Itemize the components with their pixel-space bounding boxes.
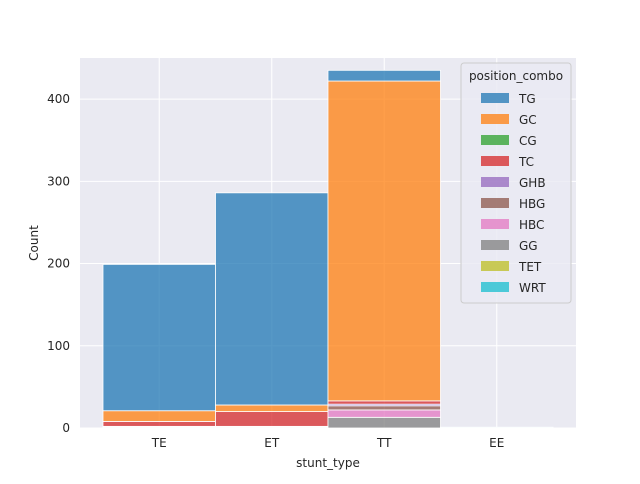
x-tick-label: ET (264, 436, 280, 450)
y-tick-label: 400 (47, 92, 70, 106)
bar-segment (327, 409, 441, 418)
bar-segment (327, 416, 441, 429)
x-tick-label: EE (489, 436, 504, 450)
axes: 0 100 200 300 400 TE ET TT EE (47, 92, 504, 450)
legend-swatch (481, 135, 509, 145)
legend-label: CG (519, 134, 537, 148)
bar-segment (102, 421, 216, 427)
legend-label: WRT (519, 281, 546, 295)
legend-swatch (481, 282, 509, 292)
bar-segment (327, 80, 441, 402)
legend-swatch (481, 198, 509, 208)
legend-swatch (481, 261, 509, 271)
bars (102, 69, 554, 429)
y-axis-label: Count (27, 225, 41, 261)
bar-segment (215, 192, 329, 406)
legend-swatch (481, 156, 509, 166)
bar-segment (102, 410, 216, 422)
legend-box (460, 62, 572, 304)
x-axis-label: stunt_type (296, 456, 360, 470)
bar-segment (440, 426, 554, 429)
bar-segment (327, 400, 441, 405)
legend-swatch (481, 114, 509, 124)
legend-label: HBC (519, 218, 544, 232)
x-tick-label: TT (376, 436, 392, 450)
legend-label: GG (519, 239, 538, 253)
legend-label: GHB (519, 176, 546, 190)
bar-segment (215, 404, 329, 412)
legend-swatch (481, 93, 509, 103)
legend-label: TET (518, 260, 542, 274)
y-tick-label: 100 (47, 339, 70, 353)
legend-label: TG (518, 92, 536, 106)
legend-swatch (481, 240, 509, 250)
legend-title: position_combo (469, 69, 563, 83)
bar-segment (215, 411, 329, 427)
bar-segment (327, 405, 441, 411)
legend-swatch (481, 177, 509, 187)
y-tick-label: 200 (47, 257, 70, 271)
bar-segment (102, 263, 216, 412)
legend-swatch (481, 219, 509, 229)
legend-label: HBG (519, 197, 545, 211)
x-tick-label: TE (151, 436, 167, 450)
legend: position_combo TG GC CG TC GHB HBG HBC GG TET WRT (460, 62, 572, 304)
y-tick-label: 0 (62, 421, 70, 435)
legend-label: GC (519, 113, 537, 127)
legend-label: TC (518, 155, 534, 169)
y-tick-label: 300 (47, 174, 70, 188)
bar-segment (327, 69, 441, 82)
